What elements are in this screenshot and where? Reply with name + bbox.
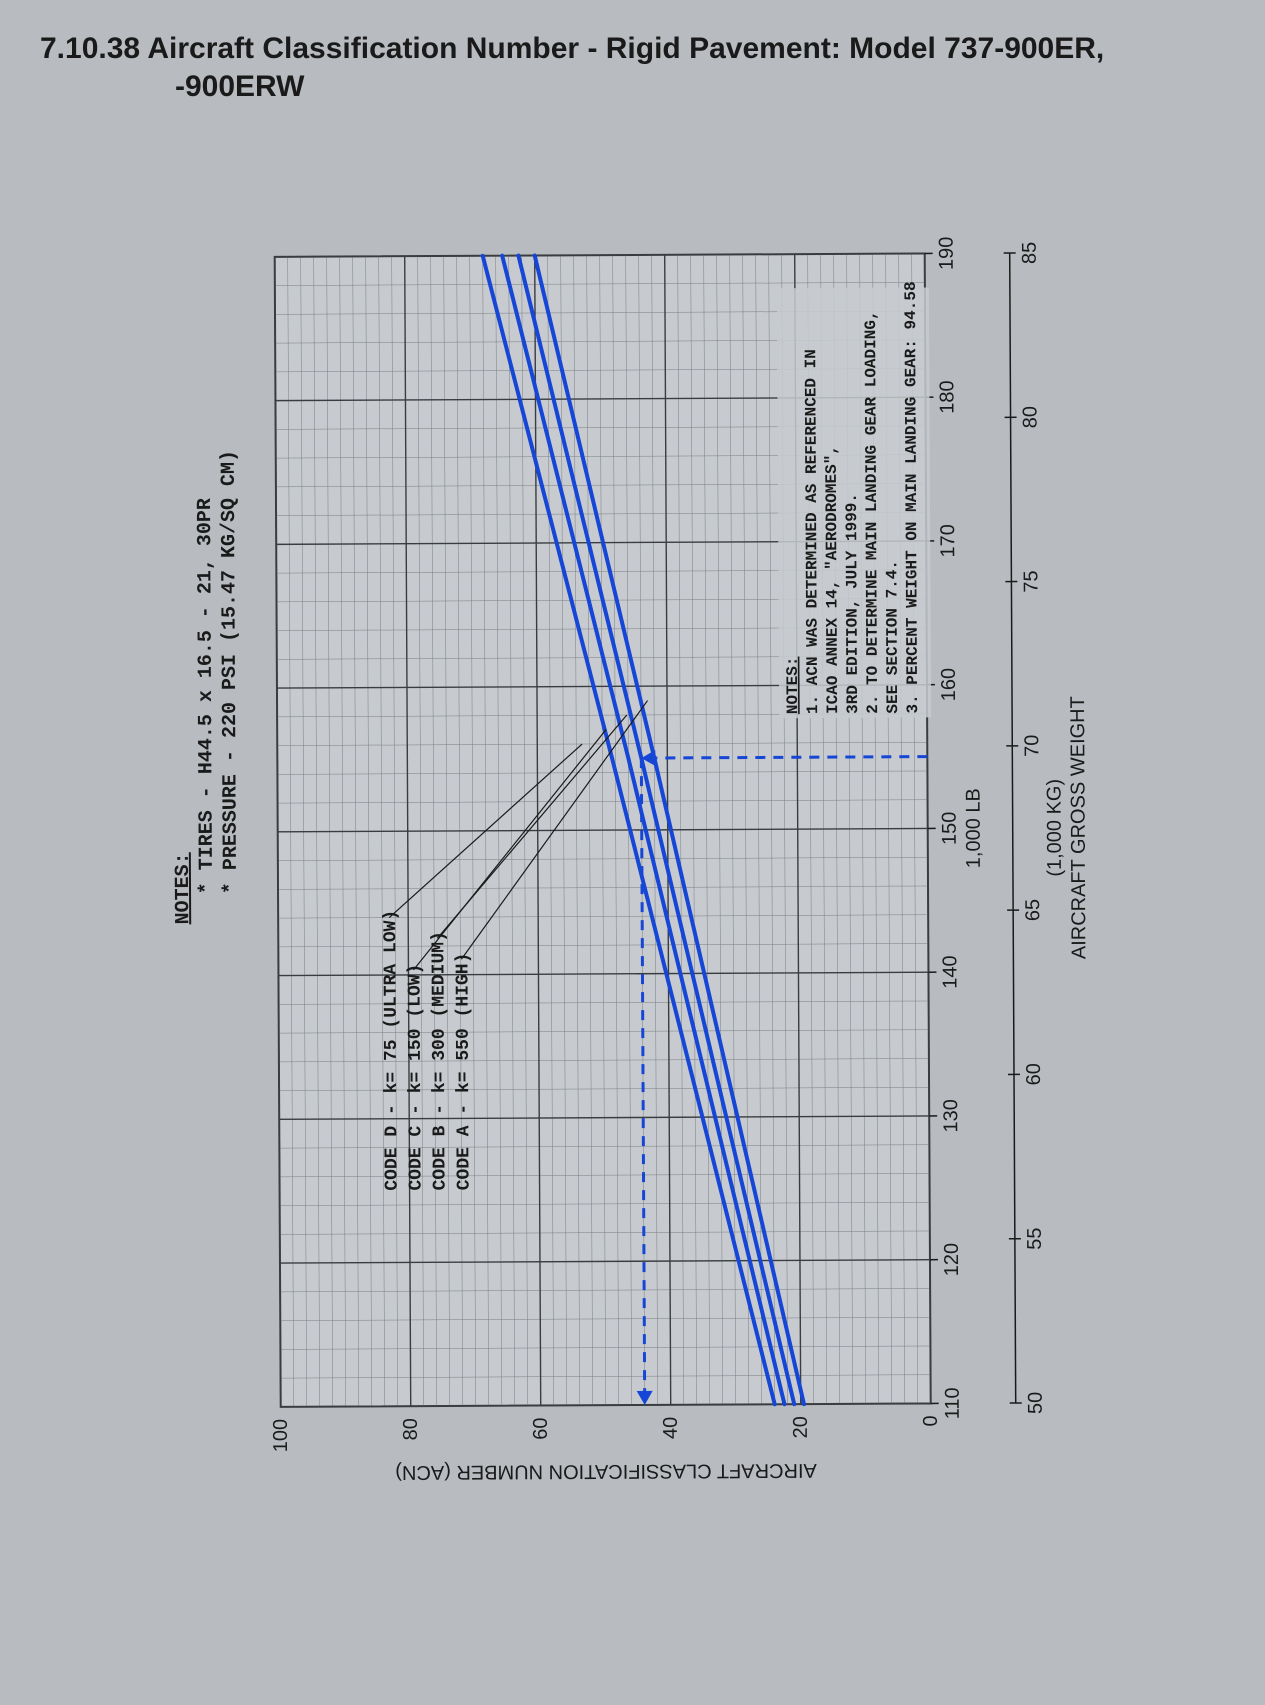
svg-text:170: 170: [937, 524, 959, 557]
svg-text:3RD EDITION, JULY 1999.: 3RD EDITION, JULY 1999.: [842, 493, 861, 714]
svg-text:ICAO ANNEX 14, "AERODROMES",: ICAO ANNEX 14, "AERODROMES",: [822, 445, 841, 714]
svg-text:* TIRES - H44.5 x 16.5 - 21, 3: * TIRES - H44.5 x 16.5 - 21, 30PR: [193, 498, 218, 894]
svg-text:60: 60: [529, 1417, 551, 1439]
svg-text:20: 20: [789, 1416, 811, 1438]
title-sub: -900ERW: [175, 68, 1225, 106]
svg-text:* PRESSURE - 220 PSI (15.47 KG: * PRESSURE - 220 PSI (15.47 KG/SQ CM): [217, 450, 242, 894]
svg-text:1. ACN WAS DETERMINED AS REFER: 1. ACN WAS DETERMINED AS REFERENCED IN: [802, 349, 822, 714]
svg-text:180: 180: [936, 380, 958, 413]
section-number: 7.10.38: [40, 32, 140, 65]
title-main: Aircraft Classification Number - Rigid P…: [147, 32, 1104, 65]
svg-text:2. TO DETERMINE MAIN LANDING G: 2. TO DETERMINE MAIN LANDING GEAR LOADIN…: [861, 310, 881, 713]
svg-text:100: 100: [269, 1419, 291, 1452]
svg-text:75: 75: [1020, 570, 1042, 592]
svg-text:140: 140: [939, 955, 961, 988]
svg-text:CODE D - k= 75 (ULTRA LOW): CODE D - k= 75 (ULTRA LOW): [381, 910, 402, 1191]
svg-text:55: 55: [1023, 1227, 1045, 1249]
svg-text:0: 0: [919, 1415, 941, 1426]
svg-text:NOTES:: NOTES:: [171, 852, 194, 924]
svg-text:110: 110: [941, 1387, 963, 1419]
svg-text:70: 70: [1021, 735, 1043, 757]
chart-svg: 0 20 40 60 80 100 110 120 130 140 150 160 170 180 190 5…: [54, 132, 1212, 1638]
svg-text:40: 40: [659, 1417, 681, 1439]
svg-text:85: 85: [1018, 242, 1040, 264]
svg-text:60: 60: [1022, 1063, 1044, 1085]
svg-text:80: 80: [1019, 406, 1041, 428]
svg-text:1,000 LB: 1,000 LB: [962, 788, 984, 868]
svg-text:AIRCRAFT CLASSIFICATION NUMBER: AIRCRAFT CLASSIFICATION NUMBER (ACN): [395, 1459, 817, 1483]
svg-text:CODE A - k= 550 (HIGH): CODE A - k= 550 (HIGH): [453, 953, 474, 1191]
svg-text:CODE B - k= 300 (MEDIUM): CODE B - k= 300 (MEDIUM): [429, 931, 450, 1190]
svg-text:NOTES:: NOTES:: [783, 657, 801, 715]
svg-text:CODE C - k= 150 (LOW): CODE C - k= 150 (LOW): [405, 964, 426, 1191]
svg-text:130: 130: [940, 1099, 962, 1132]
svg-text:190: 190: [935, 237, 957, 270]
svg-text:(1,000 KG): (1,000 KG): [1043, 779, 1066, 877]
document-page: 7.10.38 Aircraft Classification Number -…: [0, 0, 1265, 1705]
svg-text:65: 65: [1022, 899, 1044, 921]
svg-text:150: 150: [938, 812, 960, 845]
acn-chart: 0 20 40 60 80 100 110 120 130 140 150 160 170 180 190 5…: [54, 132, 1212, 1638]
svg-text:50: 50: [1024, 1392, 1046, 1414]
svg-text:SEE SECTION 7.4.: SEE SECTION 7.4.: [883, 560, 902, 714]
svg-text:AIRCRAFT GROSS WEIGHT: AIRCRAFT GROSS WEIGHT: [1067, 696, 1090, 959]
svg-text:3. PERCENT WEIGHT ON MAIN LAND: 3. PERCENT WEIGHT ON MAIN LANDING GEAR: …: [901, 281, 921, 713]
svg-text:120: 120: [940, 1243, 962, 1276]
page-title-block: 7.10.38 Aircraft Classification Number -…: [40, 30, 1225, 105]
svg-text:80: 80: [399, 1418, 421, 1440]
svg-text:160: 160: [937, 668, 959, 701]
